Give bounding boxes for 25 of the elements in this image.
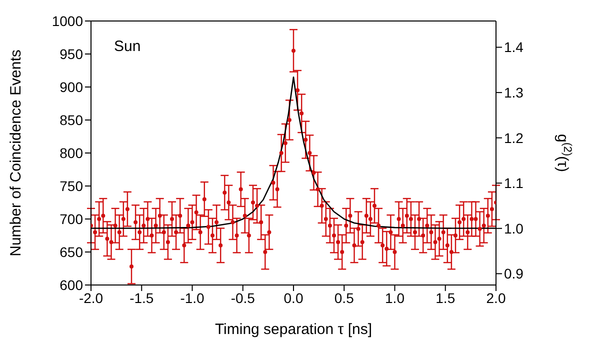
y2-tick-label: 1.1 (504, 175, 524, 192)
y-tick-label: 950 (60, 46, 84, 62)
x-tick-label: -1.5 (130, 290, 154, 306)
y-tick-label: 800 (60, 144, 84, 161)
x-tick-label: -1.0 (180, 290, 205, 306)
x-tick-label: -0.5 (230, 290, 256, 306)
x-tick-label: 2.0 (486, 290, 506, 306)
y-axis-title: Number of Coincidence Events (7, 50, 24, 256)
y-tick-label: 650 (60, 244, 84, 260)
x-tick-label: 1.0 (385, 290, 405, 306)
y-tick-label: 750 (60, 178, 84, 194)
annotation: Sun (114, 38, 141, 55)
y-tick-label: 700 (60, 210, 84, 227)
y2-tick-label: 1.4 (504, 39, 524, 56)
y2-tick-label: 0.9 (504, 266, 524, 282)
x-tick-label: 0.0 (284, 290, 304, 306)
y-tick-label: 900 (60, 78, 84, 95)
x-tick-label: 1.5 (436, 290, 456, 306)
x-axis-title: Timing separation τ [ns] (214, 321, 372, 338)
y2-tick-label: 1.3 (504, 84, 524, 101)
y2-tick-label: 1.0 (504, 220, 524, 236)
y-tick-label: 1000 (52, 12, 84, 29)
y-tick-label: 850 (60, 112, 84, 128)
y2-tick-label: 1.2 (504, 130, 524, 146)
x-tick-label: 0.5 (334, 290, 354, 306)
